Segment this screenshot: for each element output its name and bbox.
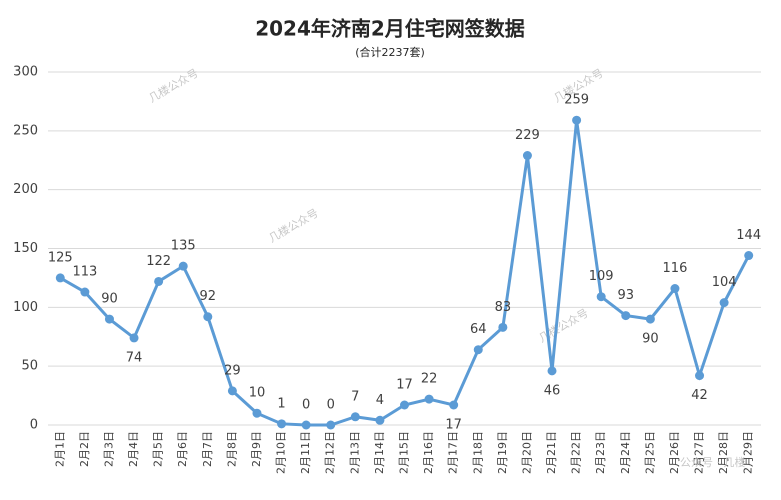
marker	[473, 345, 483, 355]
marker	[572, 115, 582, 125]
data-label: 0	[302, 398, 310, 413]
marker	[178, 261, 188, 271]
chart-subtitle: (合计2237套)	[355, 45, 425, 59]
chart-title: 2024年济南2月住宅网签数据	[255, 17, 525, 41]
data-label: 144	[736, 228, 761, 243]
x-tick-label: 2月6日	[176, 431, 189, 467]
marker	[744, 251, 754, 261]
marker	[670, 284, 680, 294]
marker	[203, 312, 213, 322]
data-label: 1	[277, 396, 285, 411]
data-label: 4	[376, 393, 384, 408]
x-tick-label: 2月17日	[447, 431, 460, 474]
marker	[301, 420, 311, 430]
data-label: 93	[618, 288, 635, 303]
data-label: 135	[171, 239, 196, 254]
marker	[449, 400, 459, 410]
x-tick-label: 2月3日	[102, 431, 115, 467]
y-tick-label: 300	[13, 65, 38, 80]
x-tick-label: 2月19日	[496, 431, 509, 474]
data-label: 46	[544, 383, 561, 398]
data-label: 17	[396, 377, 413, 392]
x-tick-label: 2月8日	[225, 431, 238, 467]
data-label: 64	[470, 322, 487, 337]
x-tick-label: 2月4日	[127, 431, 140, 467]
data-label: 90	[642, 332, 659, 347]
x-tick-label: 2月7日	[201, 431, 214, 467]
x-tick-label: 2月9日	[250, 431, 263, 467]
x-tick-label: 2月28日	[717, 431, 730, 474]
data-label: 109	[589, 269, 614, 284]
data-label: 17	[445, 417, 462, 432]
y-tick-label: 50	[21, 359, 38, 374]
x-tick-label: 2月1日	[53, 431, 66, 467]
data-label: 92	[200, 289, 217, 304]
x-tick-label: 2月23日	[594, 431, 607, 474]
marker	[375, 415, 385, 425]
marker	[129, 333, 139, 343]
marker	[252, 408, 262, 418]
y-tick-label: 200	[13, 182, 38, 197]
data-label: 90	[101, 292, 118, 307]
x-tick-label: 2月18日	[471, 431, 484, 474]
x-tick-label: 2月25日	[643, 431, 656, 474]
x-tick-label: 2月24日	[619, 431, 632, 474]
data-label: 22	[421, 372, 438, 387]
data-label: 116	[663, 261, 688, 276]
marker	[719, 298, 729, 308]
x-tick-label: 2月14日	[373, 431, 386, 474]
marker	[596, 292, 606, 302]
marker	[350, 412, 360, 422]
data-label: 7	[351, 389, 359, 404]
watermark: 几楼公众号	[266, 206, 321, 246]
y-tick-label: 150	[13, 241, 38, 256]
data-label: 122	[146, 254, 171, 269]
x-tick-label: 2月15日	[398, 431, 411, 474]
marker	[621, 311, 631, 321]
x-tick-label: 2月29日	[742, 431, 755, 474]
marker	[400, 400, 409, 410]
y-tick-label: 0	[30, 418, 38, 433]
marker	[227, 386, 237, 396]
x-tick-label: 2月27日	[693, 431, 706, 474]
x-tick-label: 2月10日	[275, 431, 288, 474]
marker	[104, 314, 114, 324]
x-tick-label: 2月20日	[520, 431, 533, 474]
marker	[424, 394, 434, 404]
marker	[547, 366, 557, 376]
marker	[154, 276, 164, 286]
y-tick-label: 100	[13, 300, 38, 315]
marker	[695, 371, 705, 381]
marker	[498, 322, 508, 332]
watermark: 公众号 · 几楼	[680, 455, 746, 469]
data-label: 74	[126, 350, 143, 365]
x-tick-label: 2月2日	[78, 431, 91, 467]
data-label: 0	[327, 398, 335, 413]
x-tick-label: 2月5日	[152, 431, 165, 467]
x-tick-label: 2月11日	[299, 431, 312, 474]
marker	[522, 151, 532, 161]
x-tick-label: 2月21日	[545, 431, 558, 474]
data-label: 113	[72, 265, 97, 280]
data-label: 104	[712, 275, 737, 290]
data-label: 42	[691, 388, 708, 403]
data-label: 229	[515, 128, 540, 143]
y-tick-label: 250	[13, 123, 38, 138]
data-label: 29	[224, 363, 241, 378]
x-tick-label: 2月26日	[668, 431, 681, 474]
marker	[326, 420, 336, 430]
data-label: 10	[249, 386, 266, 401]
data-label: 125	[48, 250, 73, 265]
marker	[277, 419, 287, 429]
x-tick-label: 2月16日	[422, 431, 435, 474]
x-tick-label: 2月12日	[324, 431, 337, 474]
marker	[80, 287, 90, 297]
data-label: 83	[495, 300, 512, 315]
x-tick-label: 2月22日	[570, 431, 583, 474]
data-label: 259	[564, 93, 589, 108]
x-tick-label: 2月13日	[348, 431, 361, 474]
marker	[55, 273, 65, 283]
marker	[645, 314, 655, 324]
